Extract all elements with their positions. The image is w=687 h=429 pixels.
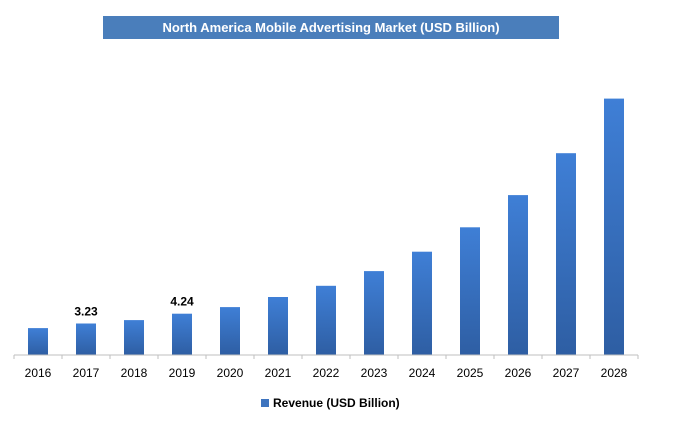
legend: Revenue (USD Billion) — [261, 395, 400, 411]
x-tick-label: 2019 — [169, 366, 196, 380]
bar-2018 — [124, 320, 144, 355]
x-tick-label: 2021 — [265, 366, 292, 380]
x-tick-label: 2026 — [505, 366, 532, 380]
bar-2016 — [28, 328, 48, 355]
data-label-2019: 4.24 — [170, 295, 194, 309]
bar-2017 — [76, 323, 96, 355]
bar-2027 — [556, 153, 576, 355]
x-tick-label: 2018 — [121, 366, 148, 380]
bar-2019 — [172, 313, 192, 355]
x-tick-label: 2020 — [217, 366, 244, 380]
bar-2025 — [460, 227, 480, 355]
bar-2026 — [508, 195, 528, 355]
x-tick-label: 2017 — [73, 366, 100, 380]
bar-2023 — [364, 271, 384, 355]
bar-2024 — [412, 251, 432, 355]
bar-2021 — [268, 297, 288, 355]
bar-2028 — [604, 98, 624, 355]
data-label-2017: 3.23 — [74, 305, 98, 319]
legend-swatch — [261, 399, 269, 407]
x-tick-label: 2028 — [601, 366, 628, 380]
x-tick-label: 2016 — [25, 366, 52, 380]
x-tick-label: 2024 — [409, 366, 436, 380]
legend-label: Revenue (USD Billion) — [273, 396, 400, 410]
x-tick-label: 2022 — [313, 366, 340, 380]
bar-2022 — [316, 285, 336, 355]
bar-2020 — [220, 307, 240, 355]
chart-title: North America Mobile Advertising Market … — [103, 16, 559, 39]
x-tick-label: 2025 — [457, 366, 484, 380]
x-tick-label: 2027 — [553, 366, 580, 380]
x-tick-label: 2023 — [361, 366, 388, 380]
